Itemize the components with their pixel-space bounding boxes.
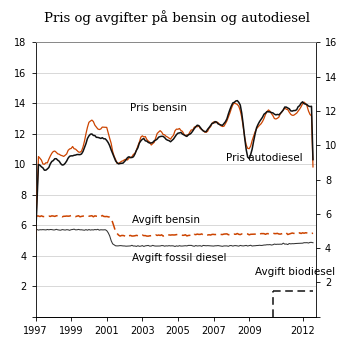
Text: Pris autodiesel: Pris autodiesel	[226, 153, 303, 163]
Text: Pris og avgifter på bensin og autodiesel: Pris og avgifter på bensin og autodiesel	[44, 11, 311, 25]
Text: Pris bensin: Pris bensin	[130, 103, 187, 113]
Text: Avgift bensin: Avgift bensin	[132, 215, 200, 225]
Text: Avgift biodiesel: Avgift biodiesel	[255, 267, 335, 277]
Text: Avgift fossil diesel: Avgift fossil diesel	[132, 253, 226, 263]
